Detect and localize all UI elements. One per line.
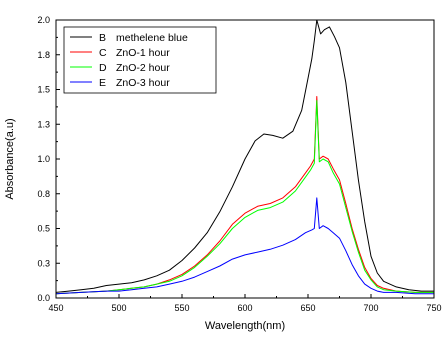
y-tick-label: 1.5 [37, 85, 50, 95]
x-tick-label: 600 [237, 303, 252, 313]
x-tick-label: 700 [363, 303, 378, 313]
legend-key-e: E [99, 77, 106, 89]
y-tick-label: 1.8 [37, 50, 50, 60]
y-tick-label: 0.0 [37, 293, 50, 303]
y-axis-label: Absorbance(a.u) [4, 118, 16, 199]
x-tick-label: 550 [174, 303, 189, 313]
x-axis-label: Wavelength(nm) [205, 320, 285, 332]
series-line-b [55, 19, 434, 293]
legend-label-b: methelene blue [116, 32, 188, 44]
legend-key-b: B [99, 32, 106, 44]
legend-label-d: ZnO-2 hour [116, 62, 170, 74]
x-axis-ticks: 450 500 550 600 650 700 750 [48, 294, 442, 313]
series-lines [55, 19, 434, 295]
series-line-d [55, 100, 434, 295]
y-axis-ticks: 0.0 0.3 0.5 0.8 1.0 1.3 1.5 1.8 2.0 [37, 15, 60, 303]
x-tick-label: 750 [426, 303, 441, 313]
series-line-e [55, 197, 434, 295]
y-tick-label: 1.0 [37, 154, 50, 164]
x-tick-label: 500 [111, 303, 126, 313]
legend-label-e: ZnO-3 hour [116, 77, 170, 89]
y-tick-label: 0.5 [37, 224, 50, 234]
y-tick-label: 1.3 [37, 119, 50, 129]
legend-label-c: ZnO-1 hour [116, 47, 170, 59]
y-tick-label: 2.0 [37, 15, 50, 25]
series-line-c [55, 96, 434, 295]
plot-frame [55, 19, 435, 299]
y-tick-label: 0.3 [37, 258, 50, 268]
legend-key-c: C [99, 47, 107, 59]
y-tick-label: 0.8 [37, 189, 50, 199]
legend-key-d: D [99, 62, 107, 74]
x-tick-label: 650 [300, 303, 315, 313]
x-tick-label: 450 [48, 303, 63, 313]
legend-box [63, 26, 217, 94]
